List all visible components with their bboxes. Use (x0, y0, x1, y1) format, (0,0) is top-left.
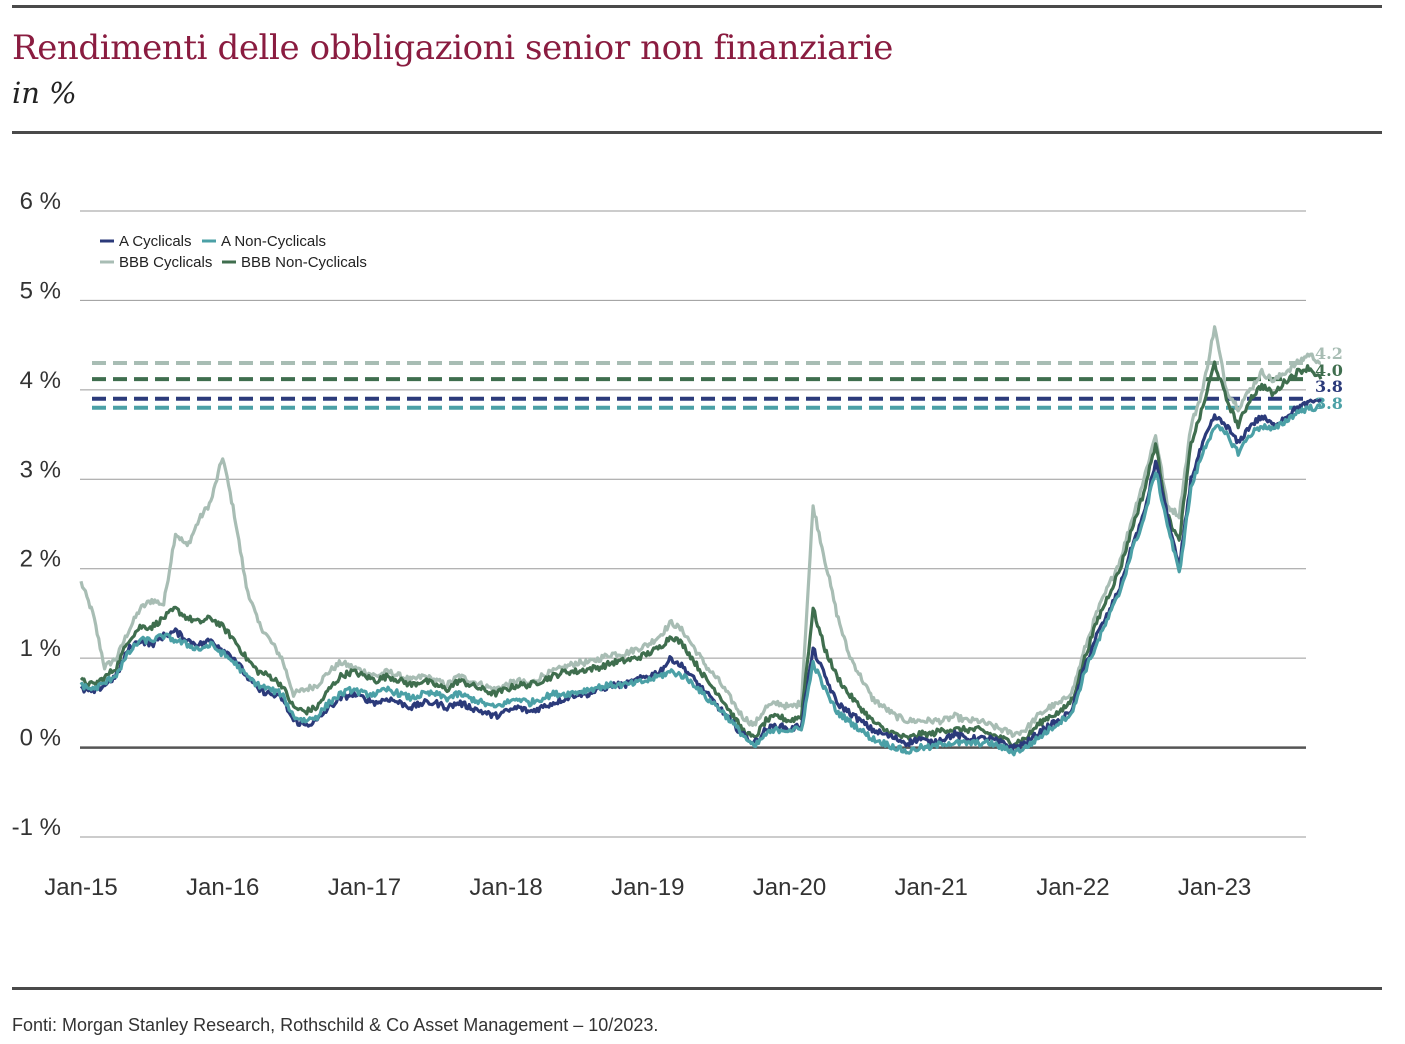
x-axis: Jan-15 Jan-16 Jan-17 Jan-18 Jan-19 Jan-20 Jan-… (44, 874, 1251, 901)
series-line (79, 360, 1323, 748)
y-tick-label: 1 % (20, 635, 61, 662)
x-tick-label: Jan-17 (328, 874, 401, 901)
last-value-labels: 3.83.8 4.24.0 (1315, 344, 1343, 413)
x-tick-label: Jan-23 (1178, 874, 1251, 901)
last-value-label: 4.2 (1315, 344, 1343, 363)
legend-label: BBB Cyclicals (119, 254, 212, 271)
y-tick-label: 4 % (20, 367, 61, 394)
top-rule (12, 5, 1382, 8)
x-tick-label: Jan-21 (895, 874, 968, 901)
y-tick-label: 6 % (20, 188, 61, 215)
page-subtitle: in % (12, 76, 77, 110)
x-tick-label: Jan-16 (186, 874, 259, 901)
grid-lines (80, 210, 1306, 838)
page-title: Rendimenti delle obbligazioni senior non… (12, 28, 894, 68)
series-lines (79, 325, 1323, 757)
y-tick-label: 0 % (20, 725, 61, 752)
header-rule (12, 131, 1382, 134)
x-tick-label: Jan-15 (44, 874, 117, 901)
last-value-label: 3.8 (1315, 394, 1343, 413)
series-line (79, 403, 1323, 757)
last-value-label: 4.0 (1315, 361, 1343, 380)
y-tick-label: -1 % (12, 814, 61, 841)
y-tick-label: 3 % (20, 456, 61, 483)
footer-rule (12, 987, 1382, 990)
source-note: Fonti: Morgan Stanley Research, Rothschi… (12, 1015, 659, 1035)
legend-label: BBB Non-Cyclicals (241, 254, 367, 271)
legend-label: A Non-Cyclicals (221, 233, 326, 250)
last-value-label: 3.8 (1315, 377, 1343, 396)
y-tick-label: 5 % (20, 277, 61, 304)
last-value-reference-lines (92, 361, 1306, 410)
legend: A Cyclicals A Non-Cyclicals BBB Cyclicals B… (100, 233, 367, 271)
x-tick-label: Jan-22 (1036, 874, 1109, 901)
y-axis: 6 % 5 % 4 % 3 % 2 % 1 % 0 % -1 % (12, 188, 61, 841)
x-tick-label: Jan-20 (753, 874, 826, 901)
x-tick-label: Jan-18 (469, 874, 542, 901)
legend-label: A Cyclicals (119, 233, 192, 250)
y-tick-label: 2 % (20, 546, 61, 573)
x-tick-label: Jan-19 (611, 874, 684, 901)
series-line (79, 398, 1323, 752)
